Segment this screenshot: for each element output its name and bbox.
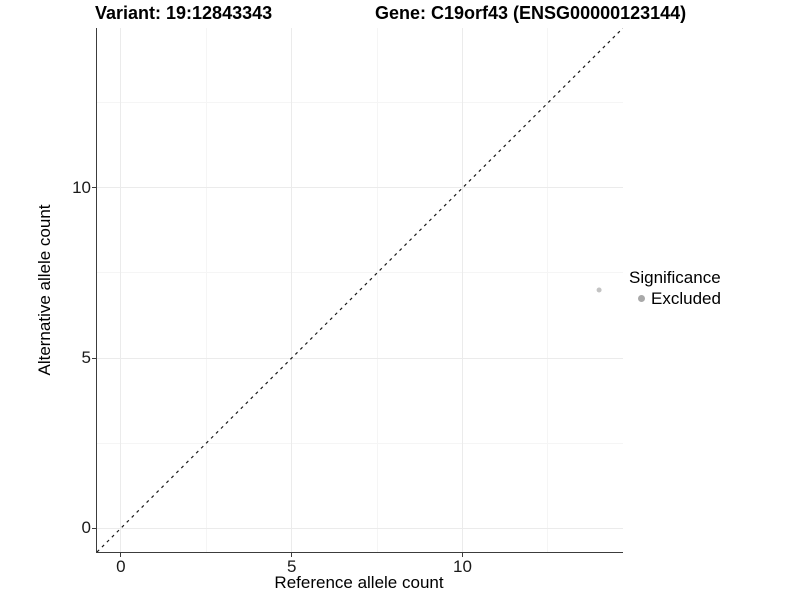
data-point <box>596 287 602 293</box>
y-tick-label: 5 <box>81 348 91 368</box>
y-axis-title: Alternative allele count <box>35 204 54 376</box>
x-major-gridline <box>461 28 463 552</box>
panel-canvas <box>97 28 623 552</box>
plot-title-variant: Variant: 19:12843343 <box>95 3 273 23</box>
x-axis-title: Reference allele count <box>274 573 444 592</box>
x-tick-label: 5 <box>286 557 297 576</box>
y-axis-tick <box>92 357 96 359</box>
x-tick-label: 0 <box>116 557 126 576</box>
x-axis-tick <box>120 553 122 557</box>
y-major-gridline <box>97 187 623 189</box>
legend-title: Significance <box>629 268 721 287</box>
y-minor-gridline <box>97 102 623 104</box>
y-axis-tick <box>92 187 96 189</box>
x-tick-label: 10 <box>452 557 472 576</box>
plot-panel <box>96 28 623 553</box>
x-minor-gridline <box>205 28 207 552</box>
y-tick-label: 10 <box>72 177 91 197</box>
x-major-gridline <box>291 28 293 552</box>
x-axis-tick <box>461 553 463 557</box>
x-minor-gridline <box>376 28 378 552</box>
y-major-gridline <box>97 527 623 529</box>
y-minor-gridline <box>97 272 623 274</box>
legend-point-icon <box>638 295 645 302</box>
legend: Significance Excluded <box>629 268 721 308</box>
legend-item-label: Excluded <box>651 289 721 308</box>
legend-item-excluded: Excluded <box>638 289 721 308</box>
identity-dashed-line <box>97 28 623 552</box>
y-tick-label: 0 <box>81 518 91 538</box>
y-axis-tick <box>92 527 96 529</box>
plot-title-gene: Gene: C19orf43 (ENSG00000123144) <box>375 3 687 23</box>
y-major-gridline <box>97 357 623 359</box>
x-major-gridline <box>120 28 122 552</box>
x-minor-gridline <box>547 28 549 552</box>
y-minor-gridline <box>97 442 623 444</box>
x-axis-tick <box>291 553 293 557</box>
